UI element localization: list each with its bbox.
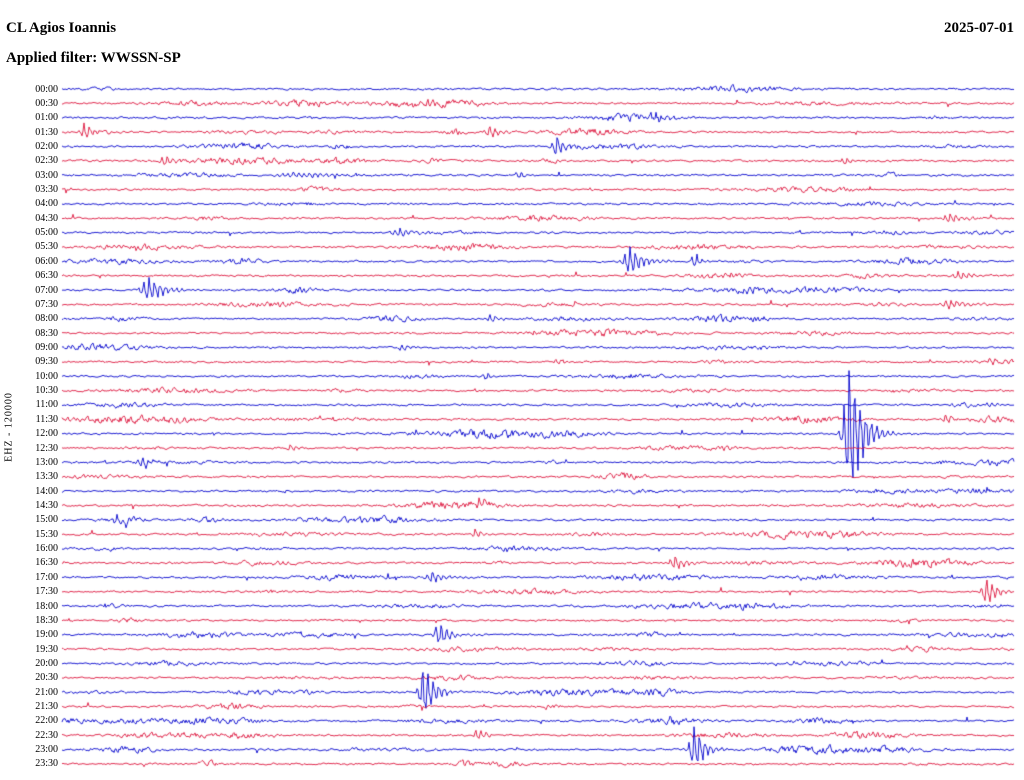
time-label: 05:30 [35,241,58,253]
time-label: 23:00 [35,744,58,756]
time-label: 02:30 [35,155,58,167]
time-label: 07:00 [35,284,58,296]
time-label: 15:00 [35,514,58,526]
time-label: 17:00 [35,571,58,583]
time-label: 18:00 [35,600,58,612]
time-label: 03:30 [35,184,58,196]
time-label: 00:00 [35,83,58,95]
time-label: 05:00 [35,227,58,239]
time-label: 09:30 [35,356,58,368]
time-label: 12:30 [35,442,58,454]
time-label: 06:00 [35,255,58,267]
date-label: 2025-07-01 [944,20,1014,36]
time-label: 19:30 [35,643,58,655]
time-label: 10:30 [35,385,58,397]
time-label: 00:30 [35,97,58,109]
time-label: 01:30 [35,126,58,138]
time-label: 08:00 [35,313,58,325]
time-label: 20:00 [35,657,58,669]
time-label: 07:30 [35,298,58,310]
time-label: 22:30 [35,729,58,741]
time-label: 02:00 [35,140,58,152]
time-label: 23:30 [35,758,58,770]
time-label: 11:00 [35,399,58,411]
time-label: 21:30 [35,701,58,713]
time-label: 22:00 [35,715,58,727]
time-label: 13:00 [35,456,58,468]
time-label: 13:30 [35,471,58,483]
time-label: 14:30 [35,499,58,511]
time-label: 10:00 [35,370,58,382]
time-label: 04:00 [35,198,58,210]
time-label: 06:30 [35,270,58,282]
time-label: 08:30 [35,327,58,339]
time-label: 12:00 [35,428,58,440]
time-label: 03:00 [35,169,58,181]
filter-label: Applied filter: WWSSN-SP [6,50,181,66]
time-label: 20:30 [35,672,58,684]
time-label: 15:30 [35,528,58,540]
time-label: 01:00 [35,112,58,124]
time-label: 04:30 [35,212,58,224]
time-label: 14:00 [35,485,58,497]
station-title: CL Agios Ioannis [6,20,117,36]
time-label: 09:00 [35,342,58,353]
time-label: 17:30 [35,586,58,598]
time-label: 16:00 [35,543,58,555]
time-label: 11:30 [35,413,58,425]
time-label: 16:30 [35,557,58,569]
time-label: 18:30 [35,614,58,626]
time-label: 19:00 [35,629,58,641]
time-label: 21:00 [35,686,58,698]
